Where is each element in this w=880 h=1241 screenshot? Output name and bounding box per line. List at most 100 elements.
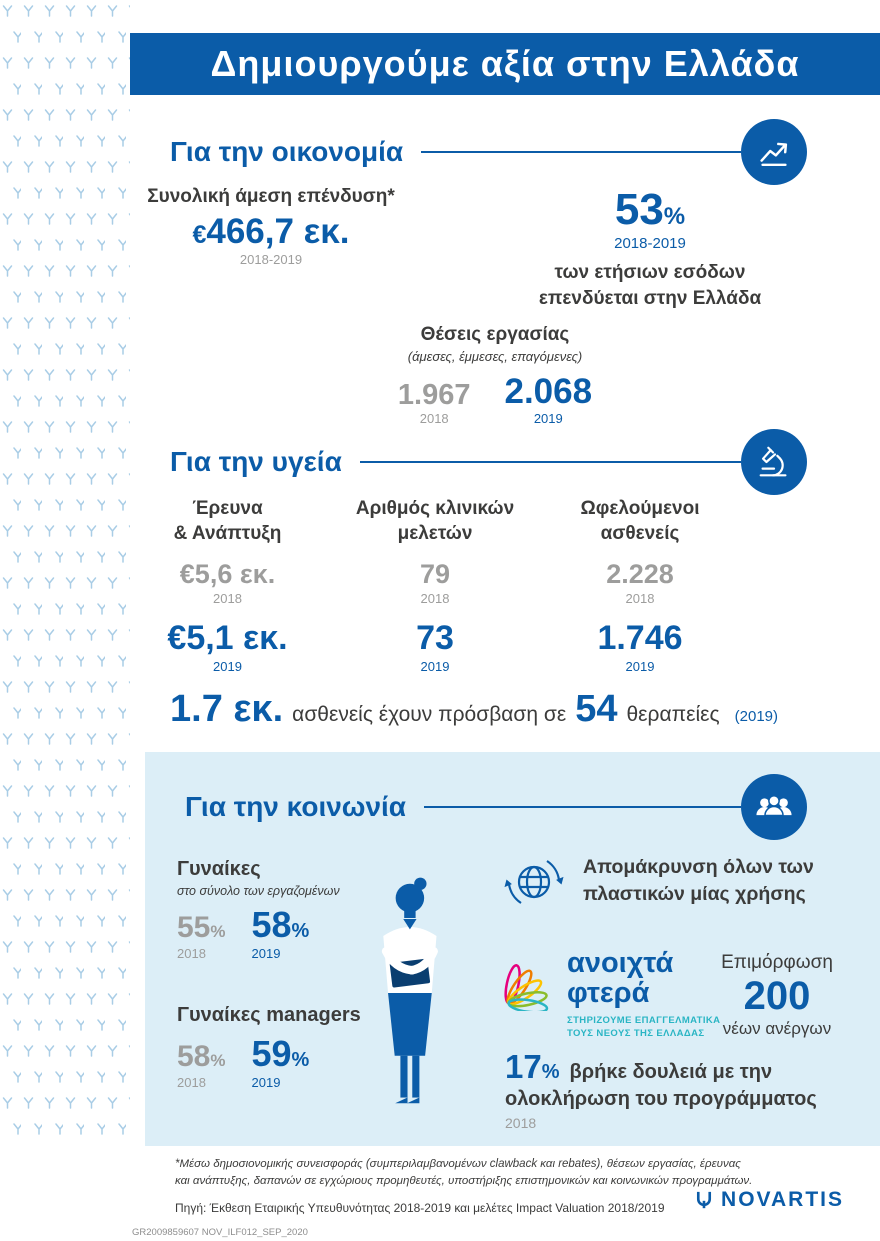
society-divider-line — [424, 806, 741, 808]
health-trials-2018-year: 2018 — [420, 591, 450, 606]
women-total-2019-value: 58 — [251, 904, 292, 945]
women-total-block: Γυναίκες στο σύνολο των εργαζομένων 55% … — [177, 858, 340, 961]
access-value1: 1.7 εκ. — [170, 688, 284, 730]
jobs-values: 1.967 2018 2.068 2019 — [350, 372, 640, 426]
health-col-patients-label-line2: ασθενείς — [600, 522, 680, 544]
women-total-values: 55% 2018 58% 2019 — [177, 904, 340, 962]
open-wings-text: ανοιχτά φτερά ΣΤΗΡΙΖΟΥΜΕ ΕΠΑΓΓΕΛΜΑΤΙΚΑ Τ… — [567, 947, 720, 1041]
decorative-y-pattern — [0, 0, 130, 1147]
women-managers-block: Γυναίκες managers 58% 2018 59% 2019 — [177, 1004, 361, 1090]
employment-outcome-block: 17% βρήκε δουλειά με την ολοκλήρωση του … — [505, 1048, 865, 1131]
health-patients-2019-value: 1.746 — [597, 619, 683, 657]
society-section-title: Για την κοινωνία — [185, 791, 407, 822]
businesswoman-silhouette — [381, 877, 438, 1104]
society-icon-circle — [741, 774, 807, 840]
health-col-patients-label-line1: Ωφελούμενοι — [580, 498, 700, 519]
revenue-share-caption-line2: επενδύεται στην Ελλάδα — [538, 287, 762, 309]
health-col-patients: Ωφελούμενοι ασθενείς 2.228 2018 1.746 20… — [550, 497, 730, 674]
health-trials-2018-value: 79 — [419, 559, 451, 589]
jobs-label: Θέσεις εργασίας — [420, 324, 570, 345]
health-patients-2018-value: 2.228 — [606, 559, 674, 589]
plastics-text-line2: πλαστικών μίας χρήσης — [583, 883, 806, 905]
health-icon-circle — [741, 429, 807, 495]
employment-text-line2: ολοκλήρωση του προγράμματος — [505, 1088, 817, 1110]
health-trials-2019-year: 2019 — [420, 659, 450, 674]
revenue-share-period: 2018-2019 — [614, 235, 686, 252]
women-managers-2019-value: 59 — [251, 1033, 292, 1074]
access-text1: ασθενείς έχουν πρόσβαση σε — [292, 703, 567, 726]
women-managers-2018-value: 58 — [177, 1040, 211, 1073]
women-managers-2019: 59% 2019 — [251, 1033, 310, 1091]
health-col-rnd-label-line2: & Ανάπτυξη — [173, 522, 282, 544]
page-title: Δημιουργούμε αξία στην Ελλάδα — [210, 43, 800, 84]
women-total-2019: 58% 2019 — [251, 904, 310, 962]
jobs-2019: 2.068 2019 — [504, 372, 593, 426]
access-text2: θεραπείες — [626, 703, 720, 726]
open-wings-name-line1: ανοιχτά — [567, 947, 674, 979]
footnote: *Μέσω δημοσιονομικής συνεισφοράς (συμπερ… — [175, 1156, 752, 1191]
economy-icon-circle — [741, 119, 807, 185]
women-managers-2019-unit: % — [291, 1049, 310, 1071]
women-total-2018-unit: % — [210, 922, 226, 941]
jobs-block: Θέσεις εργασίας (άμεσες, έμμεσες, επαγόμ… — [350, 324, 640, 426]
health-trials-2019-value: 73 — [416, 619, 454, 657]
employment-text-line1: βρήκε δουλειά με την — [569, 1061, 773, 1083]
health-col-rnd-label-line1: Έρευνα — [192, 498, 263, 519]
novartis-emblem-icon — [697, 1191, 712, 1209]
women-total-2018-year: 2018 — [177, 946, 206, 961]
document-code: GR2009859607 NOV_ILF012_SEP_2020 — [132, 1227, 308, 1238]
training-sublabel: νέων ανέργων — [722, 1018, 832, 1038]
revenue-share-unit: % — [663, 203, 686, 230]
people-group-icon — [756, 794, 792, 817]
women-total-label: Γυναίκες — [177, 858, 261, 880]
society-section-header: Για την κοινωνία — [185, 774, 807, 840]
health-col-trials-label-line2: μελετών — [397, 522, 473, 544]
jobs-2019-year: 2019 — [533, 410, 563, 426]
revenue-share-value: 53% — [530, 188, 770, 232]
footnote-line1: *Μέσω δημοσιονομικής συνεισφοράς (συμπερ… — [175, 1158, 741, 1170]
jobs-2018: 1.967 2018 — [397, 379, 471, 426]
investment-label: Συνολική άμεση επένδυση* — [147, 186, 395, 207]
open-wings-tagline: ΣΤΗΡΙΖΟΥΜΕ ΕΠΑΓΓΕΛΜΑΤΙΚΑ ΤΟΥΣ ΝΕΟΥΣ ΤΗΣ … — [567, 1014, 720, 1041]
access-value2: 54 — [575, 688, 618, 730]
training-block: Επιμόρφωση 200 νέων ανέργων — [693, 952, 861, 1039]
health-section-header: Για την υγεία — [170, 429, 807, 495]
employment-line1: 17% βρήκε δουλειά με την — [505, 1048, 865, 1086]
women-managers-label: Γυναίκες managers — [177, 1004, 361, 1026]
investment-currency: € — [192, 221, 207, 249]
open-wings-block: ανοιχτά φτερά ΣΤΗΡΙΖΟΥΜΕ ΕΠΑΓΓΕΛΜΑΤΙΚΑ Τ… — [497, 947, 720, 1041]
women-managers-values: 58% 2018 59% 2019 — [177, 1033, 361, 1091]
employment-unit: % — [541, 1061, 560, 1083]
open-wings-name-line2: φτερά — [567, 976, 650, 1009]
women-total-2019-year: 2019 — [251, 946, 281, 961]
economy-section-header: Για την οικονομία — [170, 119, 807, 185]
women-managers-2018: 58% 2018 — [177, 1040, 226, 1091]
revenue-share-caption-line1: των ετήσιων εσόδων — [554, 262, 746, 283]
open-wings-logo-icon — [504, 964, 549, 1011]
women-total-2018-value: 55 — [177, 911, 211, 944]
globe-recycle-icon — [504, 860, 564, 904]
health-rnd-2018-value: €5,6 εκ. — [179, 559, 276, 589]
open-wings-name: ανοιχτά φτερά — [567, 947, 720, 1009]
plastics-text: Απομάκρυνση όλων των πλαστικών μίας χρήσ… — [583, 854, 814, 909]
source-note: Πηγή: Έκθεση Εταιρικής Υπευθυνότητας 201… — [175, 1201, 665, 1215]
jobs-2018-value: 1.967 — [397, 379, 471, 412]
novartis-wordmark: NOVARTIS — [721, 1188, 844, 1211]
access-statement: 1.7 εκ. ασθενείς έχουν πρόσβαση σε 54 θε… — [170, 688, 778, 731]
access-year: (2019) — [734, 708, 778, 725]
revenue-share-number: 53 — [614, 185, 664, 234]
health-col-patients-label: Ωφελούμενοι ασθενείς — [550, 497, 730, 549]
revenue-share-caption: των ετήσιων εσόδων επενδύεται στην Ελλάδ… — [530, 260, 770, 311]
open-wings-tagline-line2: ΤΟΥΣ ΝΕΟΥΣ ΤΗΣ ΕΛΛΑΔΑΣ — [567, 1028, 705, 1040]
employment-number: 17 — [505, 1048, 542, 1085]
economy-divider-line — [421, 151, 741, 153]
jobs-2019-value: 2.068 — [504, 372, 593, 411]
health-rnd-2018-year: 2018 — [213, 591, 242, 606]
women-total-sublabel: στο σύνολο των εργαζομένων — [177, 884, 340, 898]
employment-value: 17% — [505, 1048, 560, 1086]
women-managers-2018-year: 2018 — [177, 1075, 206, 1090]
investment-block: Συνολική άμεση επένδυση* €466,7 εκ. 2018… — [140, 186, 402, 267]
economy-section-title: Για την οικονομία — [170, 136, 404, 167]
plastics-block: Απομάκρυνση όλων των πλαστικών μίας χρήσ… — [501, 848, 814, 914]
